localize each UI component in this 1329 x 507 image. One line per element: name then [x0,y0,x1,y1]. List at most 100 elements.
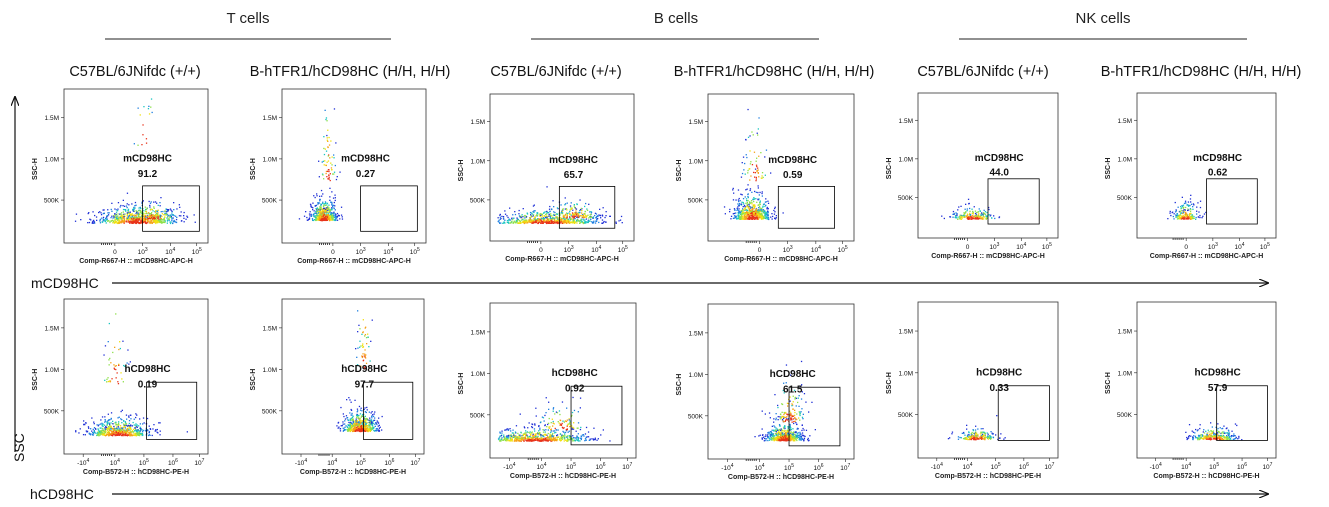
event-point [580,438,582,441]
event-point [135,204,137,206]
event-point [502,439,504,441]
event-point [1185,212,1187,214]
event-point [539,221,541,223]
event-point [740,210,742,212]
event-point [742,218,744,220]
event-point [512,218,514,221]
event-point [557,218,559,220]
event-point [537,220,539,222]
event-point [126,431,128,434]
event-point [358,423,360,425]
event-point [537,222,539,224]
event-point [577,214,579,216]
event-point [360,422,362,424]
event-point [1186,204,1188,206]
event-point [125,210,127,212]
event-point [761,208,763,211]
event-point [118,348,120,351]
event-point [511,437,514,439]
event-point [108,429,110,431]
event-point [368,428,371,430]
event-point [569,213,571,215]
event-point [541,222,543,224]
event-point [319,209,321,211]
event-point [80,219,82,221]
event-point [86,431,88,433]
event-point [376,427,378,430]
event-point [748,218,750,220]
event-point [594,222,597,224]
group-title-2: B cells [654,10,698,27]
event-point [311,214,313,216]
event-point [750,212,752,214]
event-point [106,427,109,429]
event-point [124,433,127,435]
event-point [121,219,124,222]
event-point [760,177,762,179]
event-point [749,150,751,152]
event-point [980,214,982,216]
event-point [329,210,332,212]
event-point [332,217,334,219]
event-point [147,212,150,214]
event-point [730,215,733,217]
event-point [329,157,331,159]
event-point [128,218,131,220]
event-point [575,219,578,222]
event-point [326,208,328,210]
event-point [1181,215,1184,217]
event-point [114,221,116,223]
event-point [125,423,127,425]
event-point [125,424,127,427]
event-point [101,217,103,219]
event-point [141,220,143,223]
event-point [121,409,123,411]
event-point [550,222,552,224]
event-point [321,215,324,218]
event-point [507,428,509,430]
event-point [964,212,966,214]
event-point [323,219,325,222]
event-point [144,220,146,222]
event-point [362,319,364,321]
event-point [116,222,118,224]
event-point [369,430,371,432]
event-point [515,220,517,222]
event-point [164,210,167,213]
event-point [357,421,359,424]
event-point [756,171,758,173]
event-point [121,220,123,222]
event-point [364,426,366,429]
event-point [122,211,124,213]
event-point [753,171,755,174]
event-point [349,412,351,414]
event-point [344,420,346,422]
event-point [322,217,324,219]
event-point [141,429,143,431]
event-point [128,422,130,425]
event-point [356,408,359,410]
event-point [506,440,508,442]
event-point [333,108,336,110]
event-point [600,217,602,219]
event-point [316,207,318,209]
event-point [554,211,556,214]
event-point [349,430,351,433]
event-point [960,217,962,219]
event-point [511,217,513,219]
event-point [1196,206,1198,208]
y-tick-label: 1.5M [263,115,277,122]
event-point [538,213,540,215]
event-point [308,218,311,220]
event-point [157,222,159,224]
event-point [169,222,172,225]
event-point [761,213,763,215]
event-point [539,220,541,223]
x-tick-label: 106 [384,458,394,467]
event-point [1181,206,1184,208]
event-point [755,164,758,166]
event-point [331,212,333,214]
event-point [127,217,129,219]
event-point [134,433,137,435]
x-tick-label: 107 [410,458,420,467]
